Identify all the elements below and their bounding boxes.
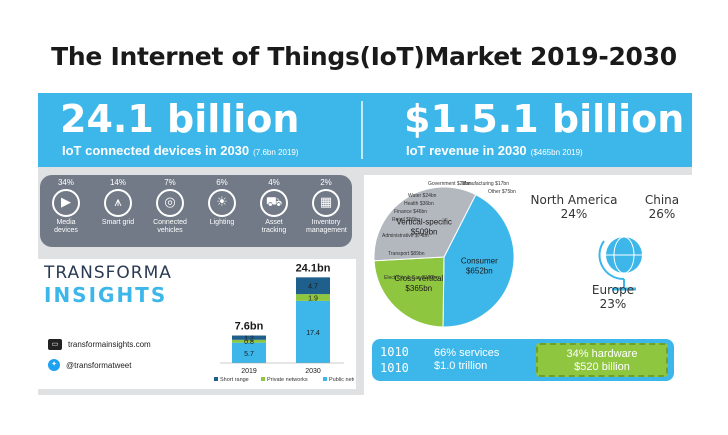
revenue-subline: IoT revenue in 2030 ($465bn 2019) [406, 143, 583, 158]
laptop-icon: ▭ [48, 339, 62, 350]
bar-value-label: 1.9 [308, 296, 318, 303]
pylon-icon: ⩚ [104, 189, 132, 217]
website-line: ▭ transformainsights.com [48, 339, 151, 350]
devices-headline: 24.1 billion [60, 97, 300, 141]
legend-swatch [323, 377, 327, 381]
binary-icon: 1010 [380, 345, 409, 359]
pie-slice [442, 193, 515, 328]
region-north-america: North America 24% [530, 193, 618, 221]
devices-bar-panel: TRANSFORMA INSIGHTS ▭ transformainsights.… [38, 259, 356, 389]
devices-note: (7.6bn 2019) [253, 148, 299, 157]
pie-slice-value: $652bn [466, 267, 493, 276]
revenue-panel: Consumer $652bn Cross-vertical $365bn Vertic… [364, 175, 692, 395]
pie-sector-label: Transport $89bn [388, 251, 425, 257]
device-asset-tracking: 4% ⛟ Asset tracking [260, 178, 288, 234]
twitter-icon: ✦ [48, 359, 60, 371]
devices-subline: IoT connected devices in 2030 (7.6bn 2019… [62, 143, 299, 158]
device-share-panel: 34% ▶ Media devices 14% ⩚ Smart grid 7% ◎ Conn… [40, 175, 352, 247]
pie-slice-label: Consumer [461, 257, 498, 266]
device-media: 34% ▶ Media devices [46, 179, 86, 235]
revenue-pie-chart: Consumer$652bn Cross-vertical$365bn Vertic… [373, 186, 515, 328]
pie-sector-label: Other $75bn [488, 189, 516, 195]
bar-value-label: 0.8 [244, 339, 254, 346]
bar-value-label: 17.4 [306, 330, 320, 337]
pie-sector-label: Health $36bn [404, 201, 434, 207]
x-tick-label: 2019 [241, 368, 257, 375]
monitor-icon: ▶ [52, 189, 80, 217]
pie-slice-label: Cross-vertical [394, 274, 443, 283]
boxes-icon: ▦ [312, 189, 340, 217]
services-share: 66% services $1.0 trillion [434, 347, 500, 372]
bar-segment [296, 294, 330, 301]
bar-segment [232, 342, 266, 363]
trolley-icon: ⛟ [260, 189, 288, 217]
pie-sector-label: Manufacturing $17bn [462, 181, 509, 187]
headline-banner: 24.1 billion IoT connected devices in 20… [38, 93, 692, 167]
device-smart-grid: 14% ⩚ Smart grid [101, 178, 135, 227]
pie-slice-value: $509bn [411, 227, 438, 236]
pie-sector-label: Electricity & Gas $120bn [384, 275, 439, 281]
twitter-line: ✦ @transformatweet [48, 359, 131, 371]
legend-swatch [261, 377, 265, 381]
legend-entry: Public networks [329, 377, 354, 383]
banner-divider [361, 101, 363, 159]
steering-wheel-icon: ◎ [156, 189, 184, 217]
bulb-icon: ☀ [208, 189, 236, 217]
device-lighting: 6% ☀ Lighting [208, 178, 236, 226]
device-vehicles: 7% ◎ Connected vehicles [153, 178, 187, 235]
devices-bar-chart: 5.7 0.81.2 7.6bn 2019 17.4 1.9 4.7 24.1bn 2030 Sh… [214, 262, 354, 383]
bar-value-label: 5.7 [244, 351, 254, 358]
pie-slice-label: Vertical-specific [396, 217, 452, 226]
brand-logo-top: TRANSFORMA [44, 263, 172, 283]
x-tick-label: 2030 [305, 368, 321, 375]
bar-segment [232, 339, 266, 343]
bar-total-label: 7.6bn [235, 321, 264, 333]
bar-segment [296, 300, 330, 363]
infographic: 24.1 billion IoT connected devices in 20… [38, 93, 692, 395]
pie-slice [373, 256, 445, 328]
region-europe: Europe 23% [591, 283, 635, 311]
services-hardware-split: 1010 1010 66% services $1.0 trillion 34% … [372, 339, 674, 381]
revenue-headline: $1.5.1 billion [404, 97, 685, 141]
revenue-note: ($465bn 2019) [530, 148, 583, 157]
pie-slice-value: $365bn [405, 284, 432, 293]
bar-segment [296, 277, 330, 295]
pie-sector-label: Finance $46bn [394, 209, 428, 215]
bar-value-label: 4.7 [308, 284, 318, 291]
pie-sector-label: Government $28bn [428, 181, 471, 187]
legend-entry: Short range [220, 377, 249, 383]
bar-total-label: 24.1bn [296, 262, 331, 274]
pie-sector-label: Water $24bn [408, 193, 437, 199]
legend-entry: Private networks [267, 377, 308, 383]
page-title: The Internet of Things(IoT)Market 2019-2… [51, 42, 677, 71]
binary-icon-2: 1010 [380, 361, 409, 375]
legend-swatch [214, 377, 218, 381]
region-china: China 26% [644, 193, 680, 221]
brand-logo-bottom: INSIGHTS [44, 283, 168, 307]
device-inventory: 2% ▦ Inventory management [306, 178, 347, 235]
bar-value-label: 1.2 [244, 336, 254, 343]
bar-segment [232, 335, 266, 340]
pie-sector-label: Administrative $74bn [382, 233, 429, 239]
globe-icon [598, 236, 642, 291]
hardware-chip: 34% hardware $520 billion [536, 343, 668, 377]
pie-sector-label: Retail $50bn [392, 217, 421, 223]
pie-slice [373, 186, 477, 262]
